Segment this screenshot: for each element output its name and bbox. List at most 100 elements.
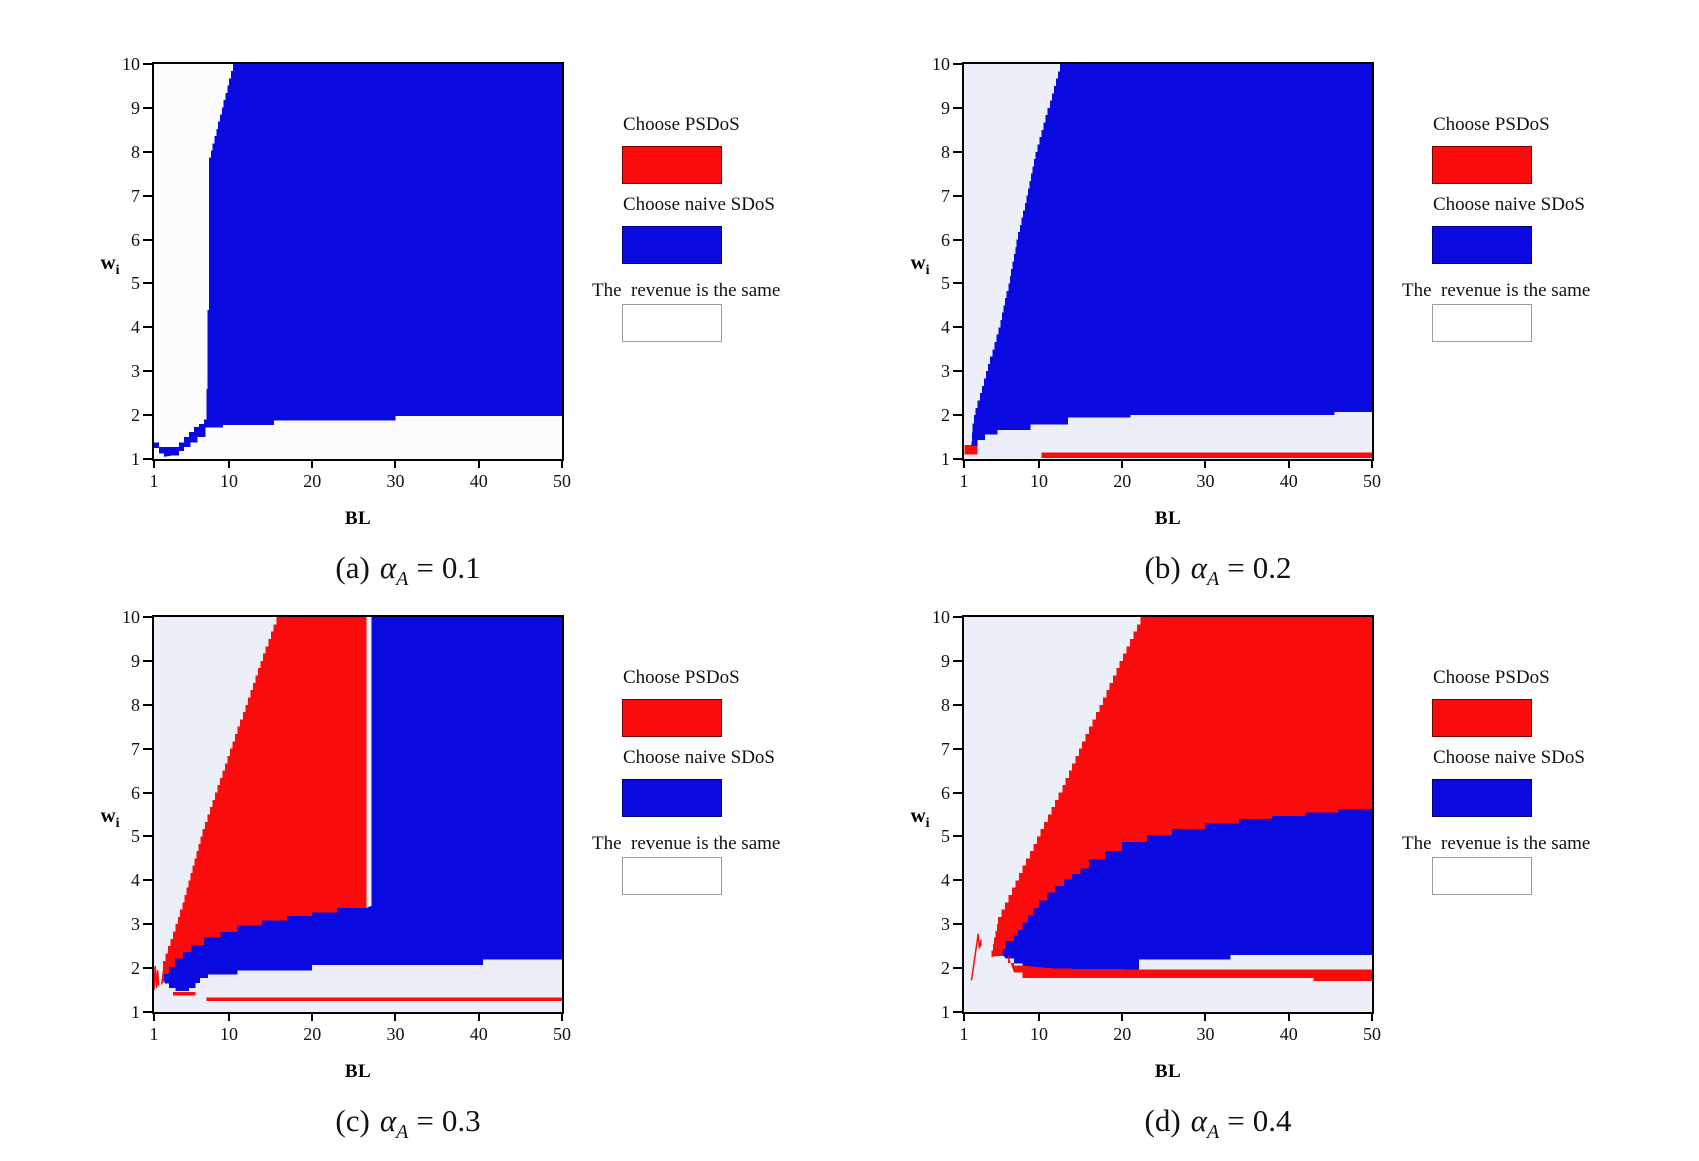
x-tick-mark	[1204, 1012, 1207, 1021]
y-tick-label: 7	[131, 185, 140, 206]
y-tick-label: 1	[941, 449, 950, 469]
y-tick-mark	[143, 747, 152, 750]
region-plot-b	[964, 64, 1372, 459]
y-tick-mark	[143, 326, 152, 329]
y-tick-mark	[953, 1011, 962, 1013]
x-axis-label: BL	[344, 508, 372, 529]
y-tick-label: 5	[941, 826, 950, 847]
legend: Choose PSDoS Choose naive SDoS The reven…	[1402, 667, 1654, 917]
x-tick-label: 1	[149, 471, 159, 491]
x-tick-label: 10	[219, 471, 238, 491]
x-tick-label: 40	[469, 471, 488, 491]
y-tick-mark	[953, 63, 962, 65]
x-tick-label: 30	[1196, 471, 1215, 491]
y-tick-label: 9	[131, 97, 140, 118]
caption-a: (a) αA = 0.1	[335, 550, 481, 591]
legend-label-naive-sdos: Choose naive SDoS	[1433, 194, 1585, 215]
x-tick-mark	[1287, 1012, 1290, 1021]
y-tick-label: 7	[941, 738, 950, 759]
legend-label-psdos: Choose PSDoS	[623, 667, 740, 688]
legend-swatch-psdos	[1432, 146, 1532, 184]
x-tick-label: 30	[1196, 1024, 1215, 1044]
x-tick-label: 20	[303, 471, 322, 491]
x-tick-label: 50	[1363, 1024, 1381, 1044]
y-tick-label: 10	[932, 607, 950, 627]
caption-c: (c) αA = 0.3	[335, 1103, 481, 1144]
x-tick-mark	[963, 1012, 965, 1021]
legend-label-same-revenue: The revenue is the same	[1402, 280, 1591, 301]
x-tick-mark	[1121, 1012, 1124, 1021]
y-tick-mark	[143, 923, 152, 926]
caption-b: (b) αA = 0.2	[1144, 550, 1292, 591]
y-tick-mark	[143, 1011, 152, 1013]
x-tick-mark	[153, 459, 155, 468]
y-tick-label: 6	[941, 229, 950, 250]
caption-d: (d) αA = 0.4	[1144, 1103, 1292, 1144]
x-tick-mark	[1371, 459, 1373, 468]
x-tick-mark	[477, 459, 480, 468]
y-tick-mark	[143, 458, 152, 460]
legend-swatch-naive-sdos	[622, 226, 722, 264]
legend: Choose PSDoS Choose naive SDoS The reven…	[592, 114, 844, 364]
x-tick-mark	[311, 1012, 314, 1021]
y-tick-label: 1	[131, 1002, 140, 1022]
y-tick-label: 9	[941, 650, 950, 671]
x-tick-mark	[561, 459, 563, 468]
y-axis-label: wi	[100, 803, 120, 832]
y-tick-mark	[953, 791, 962, 794]
x-tick-mark	[963, 459, 965, 468]
y-tick-mark	[953, 967, 962, 970]
region-red	[206, 997, 562, 1001]
y-tick-mark	[953, 835, 962, 838]
subplot-c: wi BL Choose PSDoS Choose naive SDoS The…	[100, 607, 780, 1143]
region-red	[964, 445, 978, 455]
x-tick-label: 10	[1029, 1024, 1048, 1044]
y-tick-mark	[953, 414, 962, 417]
y-tick-mark	[953, 458, 962, 460]
y-tick-mark	[143, 63, 152, 65]
y-tick-label: 2	[941, 405, 950, 426]
y-tick-label: 5	[941, 273, 950, 294]
region-blue	[164, 905, 372, 991]
legend-swatch-naive-sdos	[1432, 779, 1532, 817]
x-tick-mark	[477, 1012, 480, 1021]
y-tick-mark	[953, 659, 962, 662]
subplot-d: wi BL Choose PSDoS Choose naive SDoS The…	[910, 607, 1590, 1143]
y-tick-label: 9	[941, 97, 950, 118]
y-tick-label: 10	[932, 54, 950, 74]
y-tick-mark	[143, 238, 152, 241]
subplot-a: wi BL Choose PSDoS Choose naive SDoS The…	[100, 54, 780, 590]
legend-label-naive-sdos: Choose naive SDoS	[623, 194, 775, 215]
y-tick-mark	[953, 703, 962, 706]
x-tick-label: 20	[1113, 471, 1132, 491]
y-tick-label: 6	[941, 782, 950, 803]
x-axis-label: BL	[344, 1061, 372, 1082]
x-tick-label: 20	[303, 1024, 322, 1044]
legend: Choose PSDoS Choose naive SDoS The reven…	[592, 667, 844, 917]
y-tick-mark	[953, 106, 962, 109]
x-tick-label: 30	[386, 1024, 405, 1044]
y-tick-label: 3	[131, 361, 140, 382]
legend-label-same-revenue: The revenue is the same	[1402, 833, 1591, 854]
y-tick-mark	[143, 150, 152, 153]
x-tick-mark	[1371, 1012, 1373, 1021]
x-tick-mark	[1037, 1012, 1040, 1021]
y-tick-label: 10	[122, 607, 140, 627]
region-plot-a	[154, 64, 562, 457]
y-tick-mark	[953, 238, 962, 241]
legend-swatch-same-revenue	[622, 304, 722, 342]
x-tick-label: 1	[959, 471, 969, 491]
y-tick-label: 6	[131, 782, 140, 803]
legend-label-psdos: Choose PSDoS	[1433, 667, 1550, 688]
legend-label-same-revenue: The revenue is the same	[592, 833, 781, 854]
y-tick-mark	[143, 879, 152, 882]
legend-swatch-same-revenue	[622, 857, 722, 895]
y-tick-mark	[953, 282, 962, 285]
y-tick-label: 3	[941, 361, 950, 382]
y-tick-mark	[953, 879, 962, 882]
y-tick-mark	[953, 194, 962, 197]
y-tick-label: 8	[131, 694, 140, 715]
legend-label-same-revenue: The revenue is the same	[592, 280, 781, 301]
y-tick-label: 8	[941, 694, 950, 715]
region-blue	[154, 423, 206, 457]
